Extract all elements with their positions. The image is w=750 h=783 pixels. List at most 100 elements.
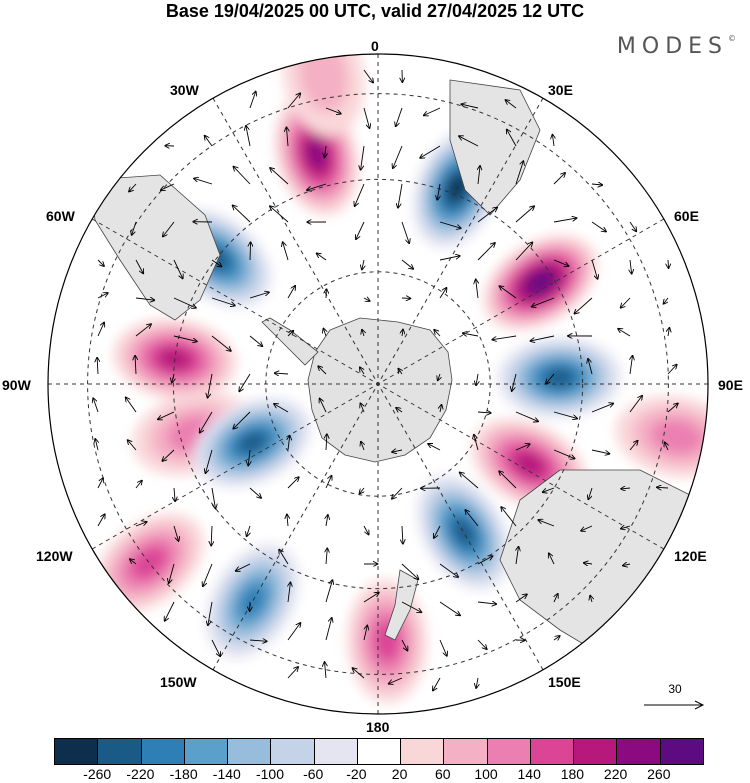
wind-arrow-95 [668, 328, 669, 337]
wind-arrow-133 [288, 436, 290, 451]
wind-arrow-41 [401, 221, 409, 243]
wind-arrow-135 [361, 442, 364, 451]
wind-arrow-118 [320, 399, 327, 413]
wind-arrow-110 [630, 356, 633, 375]
wind-arrow-23 [194, 178, 213, 185]
wind-arrow-125 [591, 403, 613, 413]
wind-arrow-92 [531, 335, 555, 341]
wind-arrow-158 [621, 488, 631, 489]
wind-arrow-149 [287, 477, 299, 489]
wind-arrow-58 [477, 243, 495, 261]
wind-arrow-106 [476, 373, 478, 385]
lon-label-30e: 30E [548, 82, 573, 98]
wind-arrow-22 [161, 183, 175, 190]
lon-label-30w: 30W [170, 82, 199, 98]
wind-arrow-185 [516, 547, 519, 565]
anomaly-3-level-5 [545, 368, 574, 387]
lon-label-150w: 150W [160, 674, 197, 690]
wind-arrow-13 [286, 127, 288, 147]
wind-arrow-3 [287, 93, 300, 109]
latitude-circle-1 [172, 178, 584, 590]
wind-arrow-20 [552, 135, 554, 147]
colorbar-tick-label: 220 [603, 766, 628, 782]
wind-arrow-16 [393, 145, 403, 168]
colorbar-swatch-3 [184, 739, 229, 764]
colorbar-swatch-14 [660, 739, 703, 764]
brand-name: MODES [616, 34, 728, 59]
wind-arrow-124 [553, 411, 577, 418]
wind-arrow-71 [363, 298, 370, 301]
wind-arrow-156 [543, 487, 555, 492]
wind-arrow-5 [363, 107, 369, 128]
wind-arrow-198 [515, 594, 527, 603]
wind-arrow-171 [501, 507, 517, 527]
wind-arrow-37 [233, 205, 251, 223]
colorbar-swatch-4 [228, 739, 272, 764]
africa-shape [449, 79, 541, 216]
colorbar-swatch-11 [530, 739, 575, 764]
wind-arrow-136 [392, 450, 403, 452]
wind-arrow-203 [287, 623, 300, 641]
wind-arrow-107 [512, 373, 517, 391]
wind-arrow-165 [287, 515, 288, 527]
wind-arrow-12 [246, 126, 251, 147]
wind-arrow-176 [169, 563, 175, 583]
wind-arrow-127 [667, 403, 678, 413]
wind-arrow-173 [581, 525, 593, 531]
wind-arrow-143 [665, 442, 668, 451]
wind-arrow-146 [174, 487, 175, 501]
wind-arrow-26 [307, 183, 327, 190]
wind-arrow-8 [461, 104, 479, 109]
wind-arrow-178 [236, 563, 251, 571]
wind-arrow-53 [283, 242, 289, 261]
wind-arrow-179 [279, 550, 289, 565]
colorbar-swatch-5 [271, 739, 315, 764]
wind-arrow-210 [553, 636, 560, 640]
map-title: Base 19/04/2025 00 UTC, valid 27/04/2025… [165, 1, 585, 21]
graticule [48, 54, 708, 714]
colorbar-swatch-6 [314, 739, 358, 764]
colorbar-tick-label: 20 [391, 766, 408, 782]
wind-arrow-91 [492, 335, 517, 340]
lon-label-180: 180 [366, 719, 390, 735]
wind-arrow-199 [554, 594, 558, 603]
wind-arrow-187 [584, 563, 593, 564]
wind-arrow-208 [477, 639, 487, 649]
colorbar-tick-label: -260 [83, 766, 112, 782]
wind-arrow-142 [629, 441, 638, 451]
wind-arrow-212 [325, 662, 326, 679]
colorbar-tick-label: -20 [346, 766, 367, 782]
wind-arrow-85 [287, 331, 293, 337]
reference-vector: 30 [640, 682, 710, 717]
wind-arrow-35 [163, 221, 175, 236]
wind-arrow-30 [478, 166, 480, 185]
wind-arrow-69 [287, 286, 295, 299]
wind-arrow-152 [392, 487, 403, 499]
anomaly-0-level-5 [306, 140, 327, 169]
wind-arrow-51 [211, 259, 221, 267]
wind-arrow-205 [363, 626, 367, 641]
anomaly-10-level-5 [238, 432, 266, 453]
wind-arrow-55 [362, 259, 364, 269]
wind-arrow-82 [173, 335, 197, 341]
wind-arrow-105 [438, 373, 440, 380]
wind-arrow-159 [657, 487, 669, 488]
wind-arrow-19 [507, 130, 517, 147]
colorbar-swatch-1 [98, 739, 142, 764]
wind-arrow-188 [623, 564, 631, 566]
wind-arrow-172 [538, 520, 555, 527]
latitude-circle-2 [87, 93, 669, 675]
wind-arrow-57 [439, 256, 460, 261]
wind-arrow-104 [398, 369, 402, 375]
wind-arrow-17 [420, 145, 441, 158]
colorbar-swatch-10 [487, 739, 531, 764]
wind-arrow-88 [402, 330, 403, 337]
wind-arrow-46 [591, 221, 606, 232]
lon-label-120w: 120W [36, 548, 73, 564]
wind-arrow-67 [211, 297, 235, 306]
wind-arrow-207 [439, 639, 447, 656]
wind-arrow-197 [477, 602, 496, 604]
meridian-150 [212, 97, 544, 671]
wind-arrow-89 [434, 330, 441, 337]
wind-arrow-192 [288, 582, 290, 603]
